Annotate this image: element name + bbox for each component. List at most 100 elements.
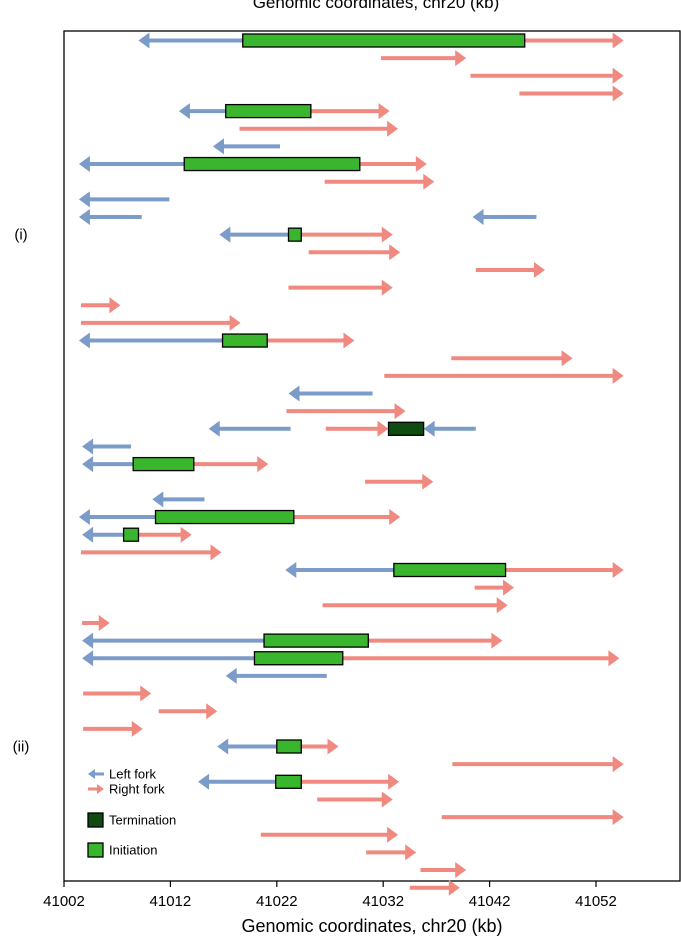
left-fork-arrowhead — [178, 103, 190, 120]
x-tick-label: 41002 — [43, 893, 85, 910]
row-18 — [451, 350, 573, 367]
right-fork-arrowhead — [423, 173, 435, 190]
legend-item-initiation: Initiation — [87, 842, 157, 858]
right-fork-arrowhead — [612, 756, 624, 773]
row-26 — [152, 491, 205, 508]
initiation-box — [122, 527, 140, 542]
left-fork-arrowhead — [217, 738, 229, 755]
left-fork-arrowhead — [288, 385, 300, 402]
legend-left-fork-arrowhead — [88, 769, 95, 779]
legend-initiation-swatch — [87, 842, 104, 858]
right-fork-arrowhead — [229, 314, 241, 331]
row-20 — [288, 385, 373, 402]
row-39 — [83, 720, 143, 737]
right-fork-arrowhead — [448, 879, 460, 896]
row-10 — [78, 209, 537, 225]
right-fork-arrowhead — [98, 614, 110, 631]
row-36 — [225, 667, 327, 684]
initiation-box — [242, 33, 526, 48]
row-44 — [441, 809, 624, 826]
left-fork-arrowhead — [82, 526, 94, 543]
row-48 — [409, 879, 460, 896]
initiation-box — [132, 456, 195, 472]
row-12 — [308, 244, 401, 261]
legend-item-termination: Termination — [87, 812, 176, 828]
group-label: (i) — [14, 227, 27, 244]
fork-marks — [78, 32, 624, 896]
right-fork-arrowhead — [533, 261, 545, 278]
row-25 — [365, 473, 434, 490]
initiation-box — [183, 156, 361, 172]
left-fork-arrowhead — [78, 191, 90, 208]
row-38 — [158, 703, 218, 720]
row-27 — [78, 509, 401, 526]
left-fork-arrowhead — [219, 226, 231, 243]
right-fork-arrowhead — [405, 844, 417, 861]
right-fork-arrowhead — [180, 526, 192, 543]
initiation-box — [253, 651, 344, 666]
left-fork-arrowhead — [82, 456, 94, 473]
row-40 — [217, 738, 339, 755]
left-fork-arrowhead — [285, 562, 297, 578]
group-label: (ii) — [13, 739, 30, 756]
row-28 — [82, 526, 192, 543]
right-fork-arrowhead — [503, 579, 515, 596]
right-fork-arrowhead — [612, 85, 624, 102]
x-tick-label: 41022 — [256, 893, 298, 910]
right-fork-arrowhead — [455, 862, 467, 879]
row-16 — [81, 314, 241, 331]
left-fork-arrowhead — [208, 420, 220, 437]
right-fork-arrowhead — [612, 67, 624, 84]
legend-label-left: Left fork — [109, 767, 156, 782]
initiation-box — [154, 509, 295, 525]
right-fork-arrowhead — [612, 809, 624, 826]
right-fork-arrowhead — [377, 420, 389, 437]
row-5 — [239, 120, 399, 137]
right-fork-arrowhead — [109, 297, 121, 314]
right-fork-arrowhead — [455, 50, 467, 67]
left-fork-arrowhead — [78, 209, 90, 225]
legend-right-fork-arrowhead — [97, 784, 104, 794]
row-15 — [81, 297, 121, 314]
left-fork-arrowhead — [472, 209, 484, 225]
left-fork-arrowhead — [78, 509, 90, 526]
row-47 — [420, 862, 467, 879]
right-fork-arrowhead — [612, 562, 624, 578]
row-29 — [81, 544, 222, 561]
legend-label-right: Right fork — [109, 782, 165, 797]
right-fork-arrowhead — [422, 473, 434, 490]
left-fork-arrowhead — [82, 650, 94, 667]
legend-termination-swatch — [87, 812, 104, 828]
x-tick-label: 41032 — [362, 893, 404, 910]
top-axis-label: Genomic coordinates, chr20 (kb) — [253, 0, 500, 12]
left-fork-arrowhead — [423, 420, 435, 437]
row-41 — [452, 756, 624, 773]
row-45 — [260, 826, 399, 843]
termination-box — [387, 421, 425, 436]
left-fork-arrowhead — [198, 773, 210, 790]
right-fork-arrowhead — [381, 279, 393, 296]
row-11 — [219, 226, 393, 243]
right-fork-arrowhead — [257, 456, 269, 473]
row-8 — [324, 173, 435, 190]
row-9 — [78, 191, 170, 208]
row-14 — [288, 279, 393, 296]
legend-item-right: Right fork — [88, 782, 165, 797]
initiation-box — [225, 103, 312, 119]
right-fork-arrowhead — [210, 544, 222, 561]
row-33 — [82, 614, 110, 631]
row-17 — [78, 332, 355, 349]
row-46 — [366, 844, 417, 861]
left-fork-arrowhead — [138, 32, 150, 49]
right-fork-arrowhead — [387, 120, 399, 137]
right-fork-arrowhead — [612, 32, 624, 49]
right-fork-arrowhead — [496, 597, 508, 614]
legend-label-initiation: Initiation — [109, 843, 157, 858]
row-0 — [138, 32, 624, 49]
right-fork-arrowhead — [381, 226, 393, 243]
row-35 — [82, 650, 620, 667]
x-axis-label: Genomic coordinates, chr20 (kb) — [241, 916, 502, 936]
right-fork-arrowhead — [491, 632, 503, 649]
